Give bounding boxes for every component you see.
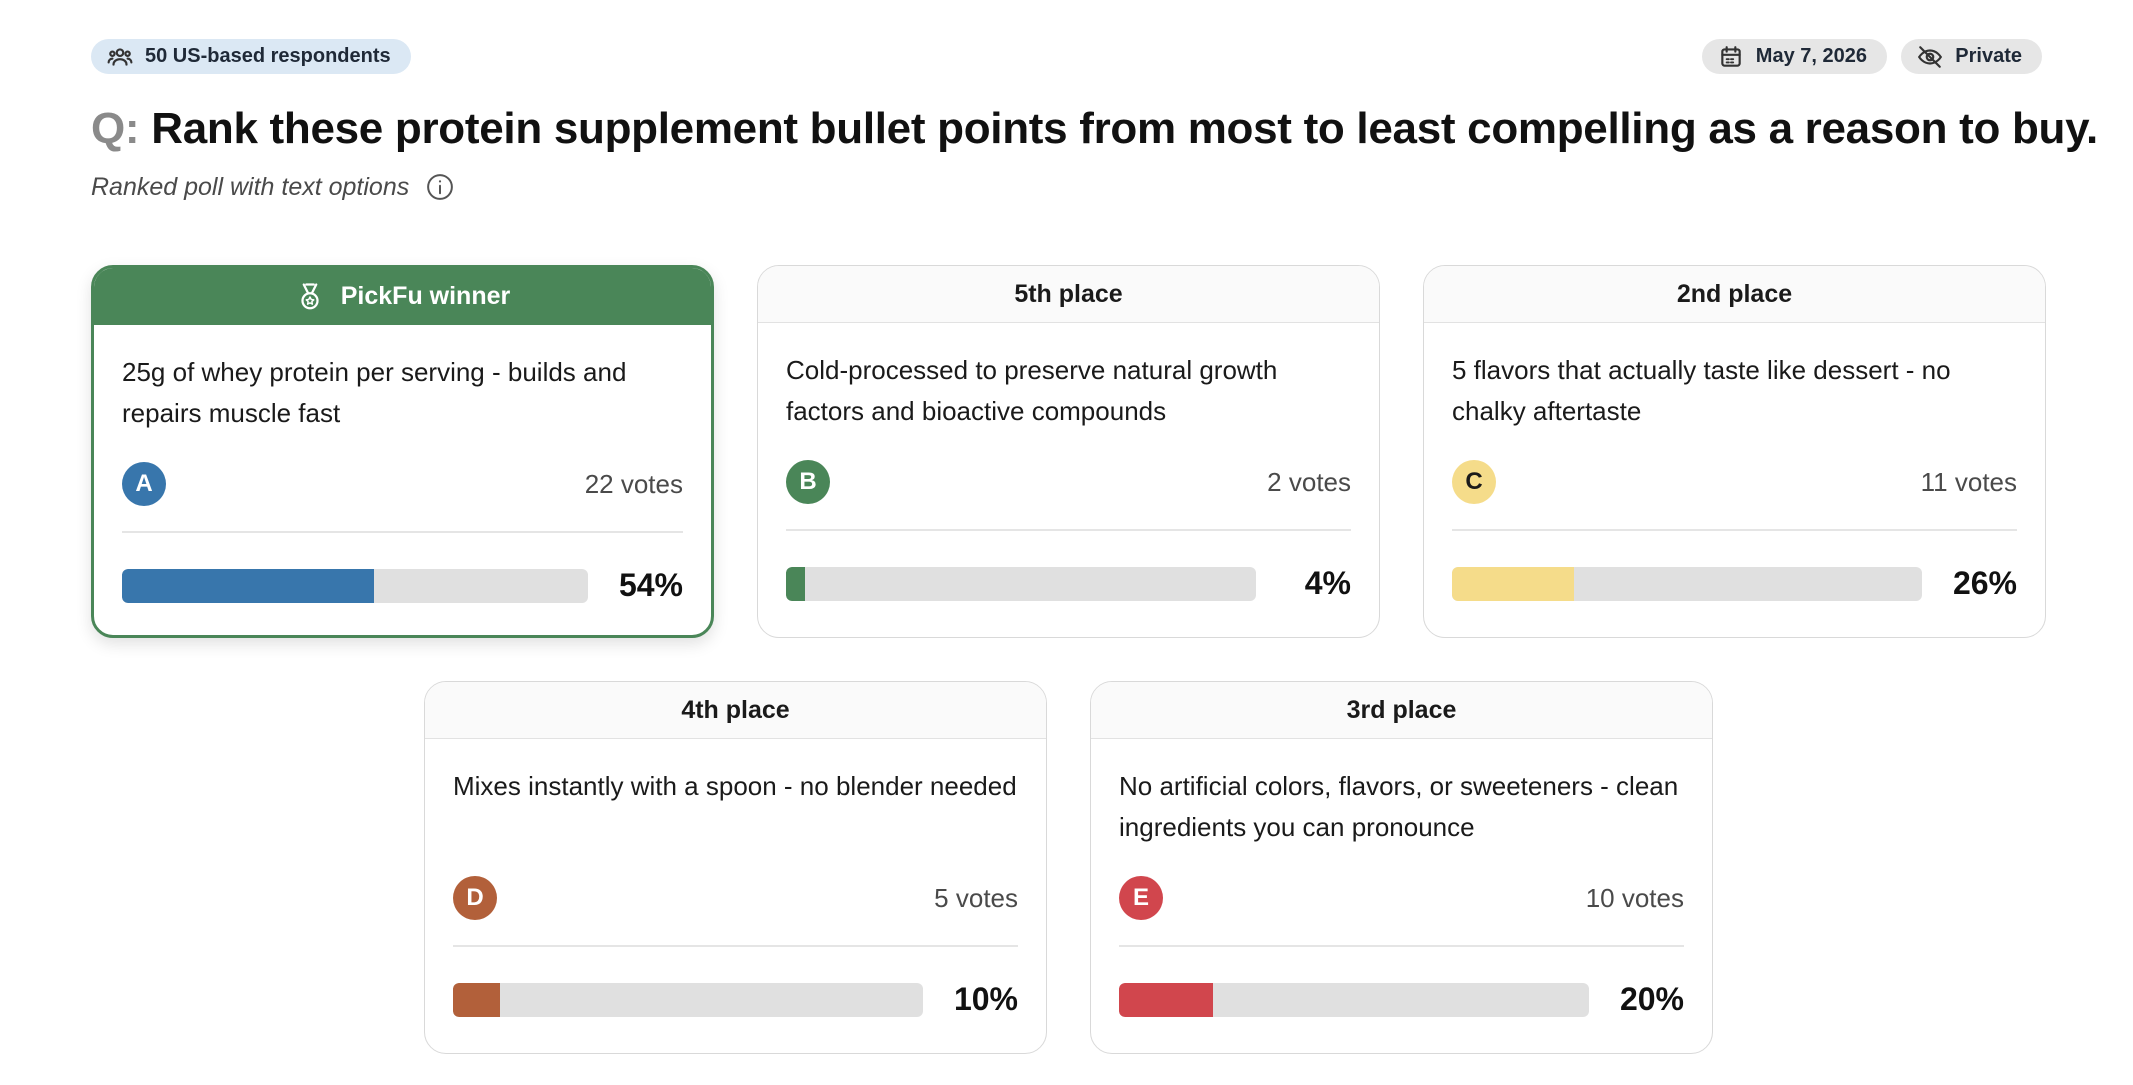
percent-bar-fill (786, 566, 805, 601)
eye-off-icon (1918, 45, 1943, 68)
users-icon (107, 47, 133, 66)
question-text: Rank these protein supplement bullet poi… (151, 104, 2098, 153)
card-place-header: PickFu winner (94, 268, 711, 325)
option-letter-badge: A (122, 462, 166, 506)
question-prefix: Q: (91, 104, 140, 153)
percent-bar-fill (453, 982, 500, 1017)
card-place-label: PickFu winner (340, 282, 511, 310)
visibility-label: Private (1955, 45, 2022, 67)
option-letter-badge: D (453, 876, 497, 920)
vote-count: 10 votes (1585, 882, 1684, 913)
percent-bar-fill (122, 568, 374, 603)
option-card-c[interactable]: 2nd place 5 flavors that actually taste … (1423, 265, 2046, 638)
vote-count: 11 votes (1920, 466, 2017, 497)
option-letter-badge: B (786, 460, 830, 504)
calendar-icon (1721, 45, 1741, 67)
vote-count: 2 votes (1267, 466, 1351, 497)
date-badge: May 7, 2026 (1701, 39, 1887, 74)
card-place-label: 4th place (681, 695, 790, 724)
respondents-label: 50 US-based respondents (145, 45, 391, 67)
percent-label: 20% (1619, 981, 1684, 1017)
option-text: Cold-processed to preserve natural growt… (786, 355, 1278, 426)
option-letter-badge: E (1119, 876, 1163, 920)
option-card-a[interactable]: PickFu winner 25g of whey protein per se… (91, 265, 714, 638)
percent-bar-track (1452, 566, 1922, 601)
percent-bar-track (122, 568, 588, 603)
percent-bar-track (453, 982, 923, 1017)
option-text: No artificial colors, flavors, or sweete… (1119, 771, 1679, 842)
option-text: 5 flavors that actually taste like desse… (1452, 355, 1951, 426)
card-place-header: 3rd place (1091, 682, 1712, 739)
card-place-label: 2nd place (1676, 279, 1793, 308)
card-place-header: 5th place (758, 266, 1379, 323)
divider (122, 531, 683, 533)
option-card-b[interactable]: 5th place Cold-processed to preserve nat… (757, 265, 1380, 638)
percent-bar-fill (1119, 982, 1213, 1017)
percent-bar-fill (1452, 566, 1575, 601)
date-label: May 7, 2026 (1755, 45, 1867, 67)
option-card-d[interactable]: 4th place Mixes instantly with a spoon -… (424, 681, 1047, 1054)
percent-bar-track (1119, 982, 1589, 1017)
option-letter-badge: C (1452, 460, 1496, 504)
divider (786, 529, 1351, 531)
question-title: Q: Rank these protein supplement bullet … (91, 104, 2098, 154)
vote-count: 5 votes (934, 882, 1018, 913)
percent-label: 4% (1304, 565, 1351, 601)
divider (1452, 529, 2017, 531)
card-place-header: 2nd place (1424, 266, 2045, 323)
percent-label: 54% (618, 567, 683, 603)
card-place-header: 4th place (425, 682, 1046, 739)
poll-type-label: Ranked poll with text options (91, 172, 410, 201)
medal-icon (301, 282, 319, 309)
vote-count: 22 votes (584, 468, 683, 499)
info-icon[interactable] (425, 172, 455, 202)
poll-type: Ranked poll with text options (91, 172, 455, 202)
percent-label: 26% (1952, 565, 2017, 601)
respondents-badge[interactable]: 50 US-based respondents (91, 39, 411, 74)
percent-bar-track (786, 566, 1256, 601)
card-place-label: 3rd place (1346, 695, 1457, 724)
divider (453, 945, 1018, 947)
divider (1119, 945, 1684, 947)
visibility-badge[interactable]: Private (1901, 39, 2042, 74)
poll-meta-bar: 50 US-based respondents May 7, 2026 Priv… (91, 39, 2042, 74)
option-text: 25g of whey protein per serving - builds… (122, 357, 627, 428)
card-place-label: 5th place (1014, 279, 1123, 308)
option-text: Mixes instantly with a spoon - no blende… (453, 771, 1017, 801)
percent-label: 10% (953, 981, 1018, 1017)
option-card-e[interactable]: 3rd place No artificial colors, flavors,… (1090, 681, 1713, 1054)
